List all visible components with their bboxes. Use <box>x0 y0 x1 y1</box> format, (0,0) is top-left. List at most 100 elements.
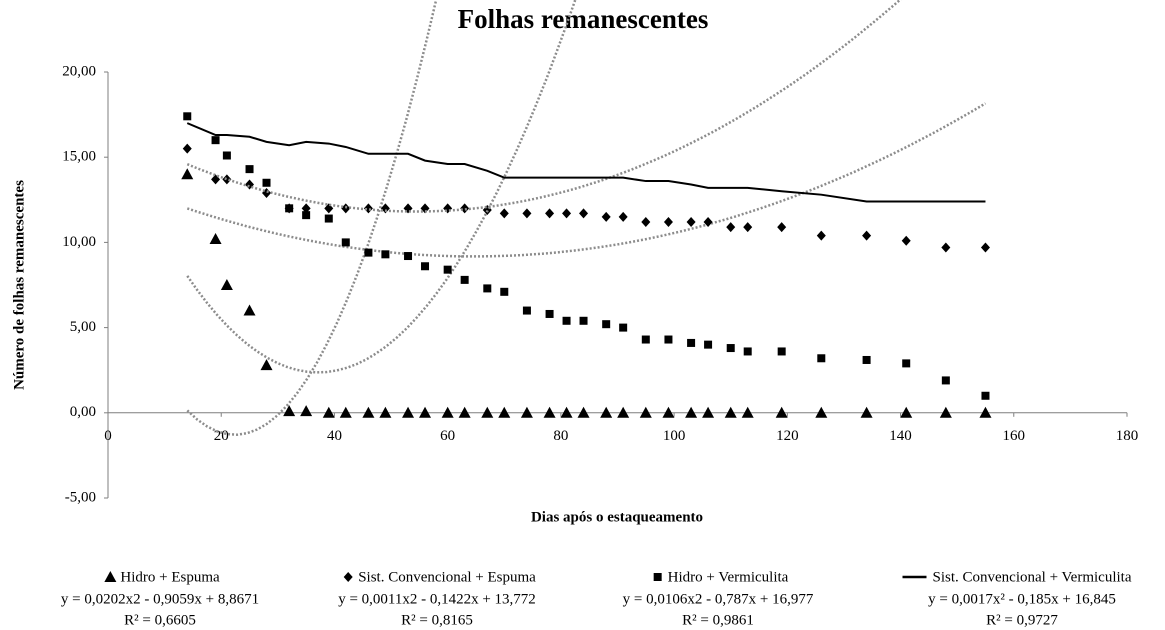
legend-label: Hidro + Espuma <box>120 569 220 585</box>
legend-label: Sist. Convencional + Vermiculita <box>933 569 1132 585</box>
y-tick-label: 10,00 <box>62 234 96 250</box>
marker-diamond <box>641 216 651 227</box>
marker-square <box>602 320 611 329</box>
marker-diamond <box>901 235 911 246</box>
y-tick-label: 15,00 <box>62 149 96 165</box>
marker-diamond <box>460 203 470 214</box>
marker-square <box>664 335 673 344</box>
marker-square <box>381 250 390 259</box>
legend-label: Hidro + Vermiculita <box>668 569 789 585</box>
marker-triangle <box>724 406 737 418</box>
legend-r2: R² = 0,6605 <box>124 612 196 628</box>
marker-diamond <box>862 230 872 241</box>
marker-triangle <box>220 279 233 290</box>
marker-diamond <box>743 222 753 233</box>
marker-diamond <box>980 242 990 253</box>
legend-item: Sist. Convencional + Vermiculita y = 0,00… <box>902 569 1132 628</box>
marker-diamond <box>182 143 192 154</box>
marker-triangle <box>939 406 952 418</box>
marker-diamond <box>301 203 311 214</box>
legend-item: Hidro + Espuma y = 0,0202x2 - 0,9059x + 8… <box>61 569 259 628</box>
marker-square <box>687 338 696 347</box>
marker-diamond <box>777 222 787 233</box>
series-line <box>186 122 986 203</box>
marker-square <box>726 344 735 353</box>
x-tick-label: 40 <box>327 428 342 444</box>
marker-triangle <box>402 406 415 418</box>
x-tick-label: 120 <box>776 428 799 444</box>
marker-diamond <box>222 174 232 185</box>
marker-square <box>460 275 469 284</box>
marker-triangle <box>520 406 533 418</box>
marker-triangle <box>560 406 573 418</box>
marker-triangle <box>600 406 613 418</box>
marker-triangle <box>900 406 913 418</box>
trendline <box>186 0 902 213</box>
marker-triangle <box>617 406 630 418</box>
marker-triangle <box>775 406 788 418</box>
marker-square <box>862 355 871 364</box>
marker-square <box>443 265 452 274</box>
marker-triangle <box>104 571 117 582</box>
marker-triangle <box>639 406 652 418</box>
marker-square <box>222 151 231 160</box>
marker-square <box>421 262 430 271</box>
x-tick-label: 160 <box>1003 428 1026 444</box>
marker-triangle <box>458 406 471 418</box>
marker-diamond <box>343 572 353 582</box>
marker-square <box>324 214 333 223</box>
marker-triangle <box>702 406 715 418</box>
marker-square <box>404 252 413 261</box>
marker-triangle <box>283 405 296 417</box>
marker-square <box>341 238 350 247</box>
marker-square <box>183 112 192 121</box>
legend-item: Hidro + Vermiculita y = 0,0106x2 - 0,787x… <box>623 569 814 628</box>
marker-diamond <box>579 208 589 219</box>
marker-square <box>641 335 650 344</box>
x-tick-label: 140 <box>889 428 912 444</box>
x-tick-label: 180 <box>1116 428 1139 444</box>
marker-diamond <box>341 203 351 214</box>
marker-diamond <box>816 230 826 241</box>
marker-square <box>981 391 990 400</box>
marker-square <box>245 165 254 174</box>
marker-square <box>302 211 311 220</box>
marker-triangle <box>662 406 675 418</box>
marker-triangle <box>243 304 256 316</box>
marker-square <box>562 316 571 325</box>
marker-diamond <box>726 222 736 233</box>
marker-diamond <box>562 208 572 219</box>
x-tick-label: 100 <box>663 428 686 444</box>
marker-triangle <box>481 406 494 418</box>
marker-diamond <box>499 208 509 219</box>
marker-diamond <box>601 211 611 222</box>
y-axis-label: Número de folhas remanescentes <box>11 180 27 390</box>
legend-label: Sist. Convencional + Espuma <box>358 569 536 585</box>
marker-triangle <box>815 406 828 418</box>
marker-triangle <box>260 359 273 371</box>
marker-square <box>777 347 786 356</box>
y-tick-label: 5,00 <box>70 319 96 335</box>
marker-square <box>285 204 294 213</box>
marker-square <box>579 316 588 325</box>
marker-triangle <box>979 406 992 418</box>
marker-triangle <box>543 406 556 418</box>
x-tick-label: 0 <box>104 428 112 444</box>
trendline <box>186 102 987 258</box>
marker-triangle <box>685 406 698 418</box>
marker-diamond <box>380 203 390 214</box>
x-tick-label: 80 <box>553 428 568 444</box>
legend-item: Sist. Convencional + Espuma y = 0,0011x2 … <box>338 569 536 628</box>
y-tick-label: 0,00 <box>70 404 96 420</box>
marker-diamond <box>522 208 532 219</box>
marker-square <box>483 284 492 293</box>
marker-triangle <box>379 406 392 418</box>
marker-square <box>653 573 662 581</box>
marker-square <box>522 306 531 315</box>
marker-triangle <box>339 406 352 418</box>
marker-square <box>704 340 713 349</box>
marker-diamond <box>663 216 673 227</box>
marker-diamond <box>686 216 696 227</box>
marker-triangle <box>322 406 335 418</box>
